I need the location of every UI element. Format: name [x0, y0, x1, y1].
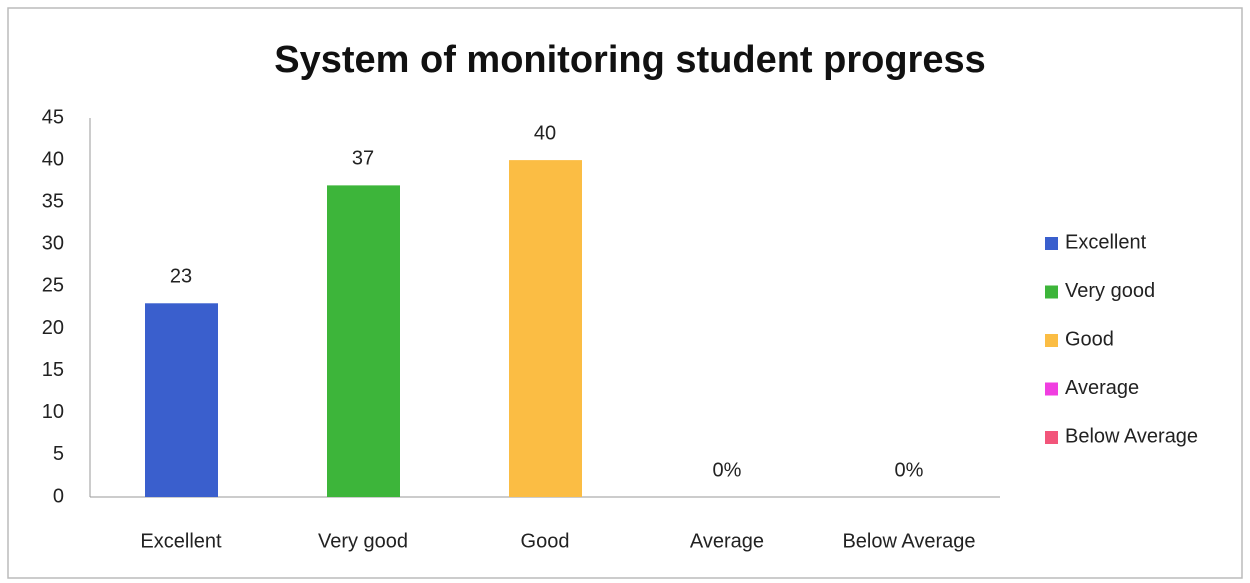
legend-label: Very good	[1065, 280, 1155, 302]
value-label: 0%	[713, 459, 742, 481]
y-tick-label: 5	[53, 443, 64, 465]
x-tick-label: Average	[690, 530, 764, 552]
y-tick-label: 30	[42, 233, 64, 255]
y-tick-label: 40	[42, 148, 64, 170]
value-label: 37	[352, 148, 374, 170]
x-tick-label: Below Average	[842, 530, 975, 552]
legend-swatch	[1045, 382, 1058, 396]
y-tick-label: 15	[42, 359, 64, 381]
y-tick-label: 0	[53, 485, 64, 507]
legend-label: Below Average	[1065, 425, 1198, 447]
value-label: 23	[170, 266, 192, 288]
legend-swatch	[1045, 237, 1058, 250]
chart-title: System of monitoring student progress	[274, 39, 986, 81]
x-tick-label: Good	[521, 530, 570, 552]
bar	[327, 185, 400, 497]
x-tick-label: Very good	[318, 530, 408, 552]
legend-swatch	[1045, 334, 1058, 347]
y-tick-label: 10	[42, 401, 64, 423]
legend-swatch	[1045, 431, 1058, 444]
value-label: 40	[534, 122, 556, 144]
y-tick-label: 35	[42, 191, 64, 213]
legend-label: Excellent	[1065, 231, 1147, 253]
bar	[145, 303, 218, 497]
value-label: 0%	[895, 459, 924, 481]
legend-label: Average	[1065, 377, 1139, 399]
y-tick-label: 20	[42, 317, 64, 339]
y-tick-label: 45	[42, 106, 64, 128]
bar	[509, 160, 582, 497]
y-tick-label: 25	[42, 275, 64, 297]
legend-label: Good	[1065, 328, 1114, 350]
x-tick-label: Excellent	[140, 530, 222, 552]
legend-swatch	[1045, 285, 1058, 299]
